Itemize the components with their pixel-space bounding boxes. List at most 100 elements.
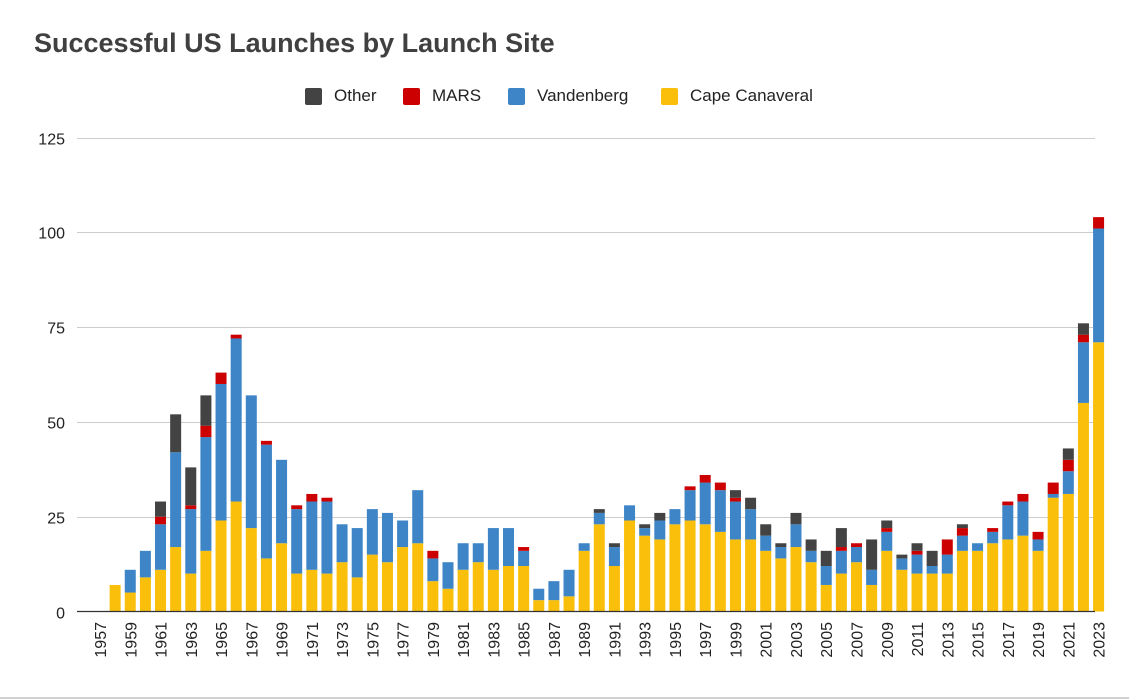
bar-2002-cape-canaveral	[775, 558, 787, 612]
bar-1962-vandenberg	[170, 452, 182, 548]
bar-1964-other	[200, 395, 212, 426]
bar-1982-vandenberg	[472, 543, 484, 563]
bar-2023-mars	[1093, 217, 1105, 229]
bar-1996-cape-canaveral	[684, 520, 696, 612]
bar-2004-cape-canaveral	[805, 562, 817, 612]
bar-1978-cape-canaveral	[412, 543, 424, 612]
bar-2009-vandenberg	[881, 531, 893, 551]
bar-2000-vandenberg	[745, 509, 757, 540]
bar-1980-cape-canaveral	[442, 588, 454, 612]
bar-2012-vandenberg	[926, 566, 938, 574]
x-tick-label-1969: 1969	[275, 622, 292, 658]
bar-1963-cape-canaveral	[185, 573, 197, 612]
bar-1980-vandenberg	[442, 562, 454, 589]
x-tick-label-1977: 1977	[396, 622, 413, 658]
legend-swatch-cape-canaveral	[661, 87, 678, 105]
bar-1983-vandenberg	[487, 528, 499, 570]
bar-1972-cape-canaveral	[321, 573, 333, 612]
bar-1989-vandenberg	[578, 543, 590, 551]
bar-1967-vandenberg	[245, 395, 257, 529]
bar-2012-other	[926, 550, 938, 566]
bar-2016-mars	[987, 528, 999, 532]
x-tick-label-1961: 1961	[154, 622, 171, 658]
bar-1972-vandenberg	[321, 501, 333, 574]
x-tick-label-1995: 1995	[668, 622, 685, 658]
legend-label-cape-canaveral: Cape Canaveral	[690, 86, 813, 105]
bar-1991-cape-canaveral	[608, 566, 620, 612]
x-tick-label-1991: 1991	[607, 622, 624, 658]
x-tick-label-1965: 1965	[214, 622, 231, 658]
bar-1977-vandenberg	[397, 520, 409, 548]
bar-2004-other	[805, 539, 817, 551]
bar-1965-vandenberg	[215, 383, 227, 521]
bar-2011-vandenberg	[911, 554, 923, 574]
x-tick-label-1985: 1985	[517, 622, 534, 658]
bar-2019-mars	[1032, 531, 1044, 540]
legend-swatch-vandenberg	[508, 87, 525, 105]
bar-2010-other	[896, 554, 908, 559]
bar-2021-cape-canaveral	[1062, 493, 1074, 612]
bar-2013-vandenberg	[941, 554, 953, 574]
bar-2020-vandenberg	[1047, 493, 1059, 498]
bar-2001-other	[760, 524, 772, 536]
bar-2017-vandenberg	[1002, 505, 1014, 540]
bar-1963-mars	[185, 505, 197, 510]
bar-1977-cape-canaveral	[397, 547, 409, 612]
bar-1966-mars	[230, 334, 242, 339]
bar-1999-vandenberg	[729, 501, 741, 540]
legend-label-mars: MARS	[432, 86, 482, 105]
bar-1999-other	[729, 490, 741, 498]
bar-2008-vandenberg	[866, 569, 878, 585]
bar-2022-vandenberg	[1077, 342, 1089, 403]
bar-2004-vandenberg	[805, 550, 817, 563]
bottom-border	[0, 697, 1129, 699]
bar-1979-cape-canaveral	[427, 581, 439, 612]
bar-2006-cape-canaveral	[835, 573, 847, 612]
bar-1997-vandenberg	[699, 482, 711, 525]
bar-1990-other	[593, 509, 605, 513]
x-tick-label-2013: 2013	[940, 622, 957, 658]
x-tick-label-1989: 1989	[577, 622, 594, 658]
bar-2022-cape-canaveral	[1077, 402, 1089, 612]
bar-2013-cape-canaveral	[941, 573, 953, 612]
bar-2018-vandenberg	[1017, 501, 1029, 536]
bar-2008-cape-canaveral	[866, 584, 878, 612]
bar-1973-cape-canaveral	[336, 562, 348, 612]
y-tick-label-75: 75	[47, 321, 65, 338]
bar-1960-vandenberg	[139, 550, 151, 578]
bar-1996-vandenberg	[684, 490, 696, 521]
bar-1967-cape-canaveral	[245, 528, 257, 612]
bar-1998-mars	[714, 482, 726, 491]
bar-2003-vandenberg	[790, 524, 802, 548]
bar-2018-cape-canaveral	[1017, 535, 1029, 612]
bar-2016-vandenberg	[987, 531, 999, 544]
bar-2011-mars	[911, 550, 923, 555]
bar-2002-other	[775, 543, 787, 548]
x-tick-label-1971: 1971	[305, 622, 322, 658]
bar-1993-vandenberg	[639, 528, 651, 536]
bar-2017-mars	[1002, 501, 1014, 506]
bar-1969-cape-canaveral	[276, 543, 288, 612]
bar-1985-mars	[518, 547, 530, 551]
bar-1979-mars	[427, 550, 439, 559]
bar-2005-vandenberg	[820, 566, 832, 585]
bar-1975-vandenberg	[366, 509, 378, 555]
x-tick-label-2023: 2023	[1092, 622, 1109, 658]
bar-1975-cape-canaveral	[366, 554, 378, 612]
bar-2021-vandenberg	[1062, 471, 1074, 494]
legend-swatch-other	[305, 87, 322, 105]
bar-1959-vandenberg	[124, 569, 136, 593]
legend-item-vandenberg: Vandenberg	[508, 84, 628, 108]
y-tick-label-125: 125	[38, 132, 65, 149]
bar-2020-cape-canaveral	[1047, 497, 1059, 612]
bar-1991-other	[608, 543, 620, 548]
bar-1998-vandenberg	[714, 490, 726, 532]
bar-1998-cape-canaveral	[714, 531, 726, 612]
bar-2023-cape-canaveral	[1093, 342, 1105, 612]
bar-2006-other	[835, 528, 847, 548]
bar-1969-vandenberg	[276, 459, 288, 544]
bar-1990-vandenberg	[593, 512, 605, 525]
bar-1965-mars	[215, 372, 227, 384]
bar-1964-cape-canaveral	[200, 550, 212, 612]
bar-2013-mars	[941, 539, 953, 555]
